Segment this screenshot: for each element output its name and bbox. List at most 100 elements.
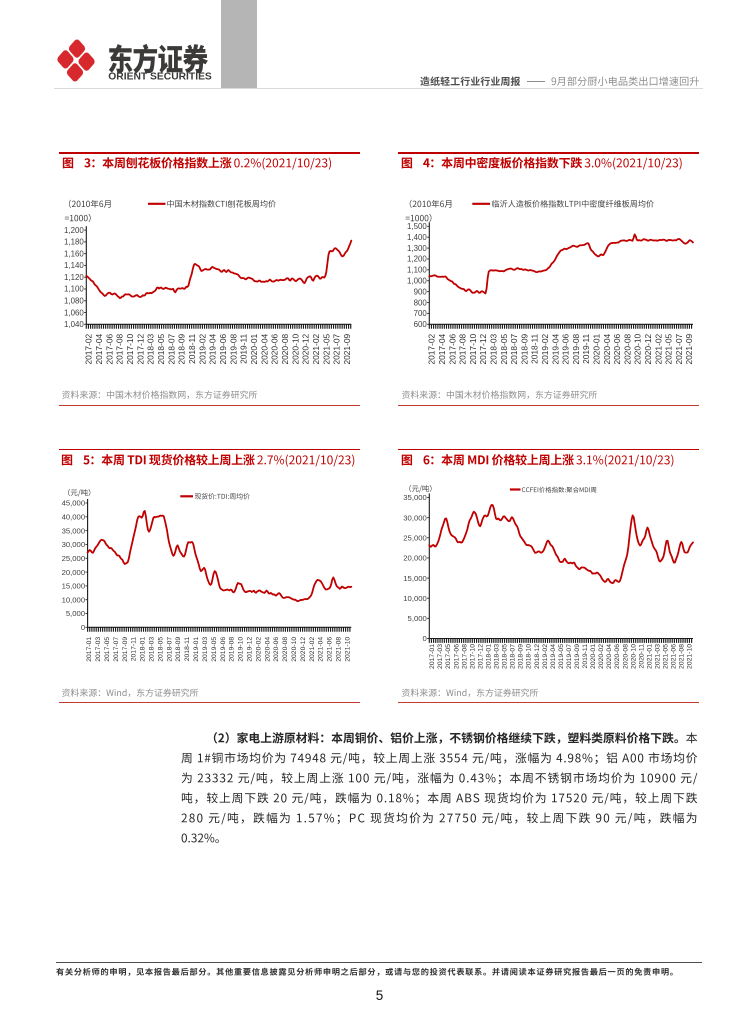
- svg-text:2017-02: 2017-02: [84, 333, 94, 364]
- svg-text:2020-04: 2020-04: [259, 333, 269, 364]
- svg-text:2017-01: 2017-01: [429, 644, 436, 669]
- svg-text:2020-06: 2020-06: [612, 333, 622, 364]
- svg-text:25,000: 25,000: [62, 554, 86, 563]
- svg-text:2019-07: 2019-07: [566, 644, 573, 669]
- svg-text:2019-06: 2019-06: [220, 637, 227, 662]
- svg-text:2020-08: 2020-08: [282, 637, 289, 662]
- svg-text:2020-08: 2020-08: [280, 333, 290, 364]
- svg-text:2018-09: 2018-09: [177, 333, 187, 364]
- svg-text:2017-04: 2017-04: [437, 333, 447, 364]
- svg-text:1,200: 1,200: [64, 226, 84, 235]
- svg-text:2019-02: 2019-02: [197, 333, 207, 364]
- svg-text:2020-12: 2020-12: [300, 637, 307, 662]
- svg-text:2020-10: 2020-10: [633, 333, 643, 364]
- svg-text:2020-12: 2020-12: [301, 333, 311, 364]
- svg-text:1,300: 1,300: [407, 244, 427, 253]
- svg-text:2018-03: 2018-03: [146, 333, 156, 364]
- svg-text:700: 700: [414, 309, 428, 318]
- svg-text:2021-04: 2021-04: [318, 637, 325, 662]
- svg-text:5,000: 5,000: [408, 614, 427, 623]
- svg-text:1,000: 1,000: [407, 277, 427, 286]
- svg-text:2019-05: 2019-05: [211, 637, 218, 662]
- svg-text:2021-06: 2021-06: [327, 637, 334, 662]
- svg-text:2018-03: 2018-03: [149, 637, 156, 662]
- svg-text:1,100: 1,100: [64, 285, 84, 294]
- svg-text:2018-07: 2018-07: [509, 333, 519, 364]
- svg-text:2019-02: 2019-02: [540, 333, 550, 364]
- svg-text:2021-05: 2021-05: [664, 333, 674, 364]
- svg-text:2018-12: 2018-12: [534, 644, 541, 669]
- svg-text:2020-01: 2020-01: [590, 644, 597, 669]
- svg-text:2020-04: 2020-04: [606, 644, 613, 669]
- svg-text:2021-10: 2021-10: [687, 644, 694, 669]
- svg-text:1,080: 1,080: [64, 297, 84, 306]
- svg-text:2020-06: 2020-06: [270, 333, 280, 364]
- svg-text:45,000: 45,000: [62, 499, 86, 508]
- svg-text:2020-01: 2020-01: [249, 333, 259, 364]
- svg-text:2019-04: 2019-04: [550, 333, 560, 364]
- svg-text:5,000: 5,000: [66, 609, 85, 618]
- svg-text:2018-01: 2018-01: [485, 644, 492, 669]
- svg-text:900: 900: [414, 287, 428, 296]
- svg-text:2017-09: 2017-09: [122, 637, 129, 662]
- svg-text:2017-07: 2017-07: [113, 637, 120, 662]
- svg-text:1,200: 1,200: [407, 255, 427, 264]
- svg-text:1,400: 1,400: [407, 233, 427, 242]
- svg-text:15,000: 15,000: [403, 574, 427, 583]
- svg-text:2020-02: 2020-02: [598, 644, 605, 669]
- svg-text:2021-05: 2021-05: [663, 644, 670, 669]
- svg-text:2018-11: 2018-11: [187, 333, 197, 363]
- svg-text:2018-05: 2018-05: [157, 637, 164, 662]
- svg-text:2019-11: 2019-11: [239, 333, 249, 363]
- svg-text:2018-07: 2018-07: [166, 333, 176, 364]
- svg-text:2018-03: 2018-03: [489, 333, 499, 364]
- svg-text:2018-11: 2018-11: [530, 333, 540, 363]
- svg-text:2018-05: 2018-05: [156, 333, 166, 364]
- svg-text:2019-11: 2019-11: [582, 644, 589, 669]
- svg-text:2019-08: 2019-08: [228, 333, 238, 364]
- svg-text:2017-06: 2017-06: [104, 333, 114, 364]
- svg-text:30,000: 30,000: [62, 540, 86, 549]
- svg-text:2017-12: 2017-12: [478, 333, 488, 364]
- svg-text:2019-06: 2019-06: [561, 333, 571, 364]
- svg-text:1,160: 1,160: [64, 249, 84, 258]
- svg-text:2018-03: 2018-03: [494, 644, 501, 669]
- svg-text:2021-08: 2021-08: [336, 637, 343, 662]
- svg-text:2020-06: 2020-06: [614, 644, 621, 669]
- svg-text:1,100: 1,100: [407, 266, 427, 275]
- svg-text:2018-07: 2018-07: [510, 644, 517, 669]
- svg-text:2017-08: 2017-08: [458, 333, 468, 364]
- svg-text:1,060: 1,060: [64, 308, 84, 317]
- svg-text:2021-06: 2021-06: [671, 644, 678, 669]
- svg-text:2017-10: 2017-10: [125, 333, 135, 364]
- svg-text:10,000: 10,000: [62, 595, 86, 604]
- svg-text:2017-02: 2017-02: [427, 333, 437, 364]
- svg-text:2017-08: 2017-08: [115, 333, 125, 364]
- svg-text:10,000: 10,000: [403, 594, 427, 603]
- svg-text:2017-10: 2017-10: [468, 333, 478, 364]
- svg-text:600: 600: [414, 320, 428, 329]
- svg-text:40,000: 40,000: [62, 513, 86, 522]
- svg-text:2017-12: 2017-12: [477, 644, 484, 669]
- svg-text:2018-07: 2018-07: [166, 637, 173, 662]
- svg-text:2020-04: 2020-04: [602, 333, 612, 364]
- svg-text:2020-06: 2020-06: [273, 637, 280, 662]
- svg-text:2017-05: 2017-05: [445, 644, 452, 669]
- svg-text:2018-11: 2018-11: [184, 637, 191, 662]
- svg-text:2018-05: 2018-05: [502, 644, 509, 669]
- svg-text:2021-01: 2021-01: [646, 644, 653, 669]
- svg-text:2017-06: 2017-06: [447, 333, 457, 364]
- svg-text:2019-03: 2019-03: [202, 637, 209, 662]
- svg-text:2017-05: 2017-05: [104, 637, 111, 662]
- svg-text:2017-04: 2017-04: [94, 333, 104, 364]
- svg-text:35,000: 35,000: [62, 526, 86, 535]
- svg-text:2017-12: 2017-12: [135, 333, 145, 364]
- svg-text:30,000: 30,000: [403, 513, 427, 522]
- svg-text:2019-09: 2019-09: [574, 644, 581, 669]
- svg-text:2021-07: 2021-07: [332, 333, 342, 364]
- svg-text:2018-05: 2018-05: [499, 333, 509, 364]
- svg-text:2019-05: 2019-05: [558, 644, 565, 669]
- svg-text:35,000: 35,000: [403, 493, 427, 502]
- svg-text:2021-02: 2021-02: [311, 333, 321, 364]
- svg-text:2021-02: 2021-02: [653, 333, 663, 364]
